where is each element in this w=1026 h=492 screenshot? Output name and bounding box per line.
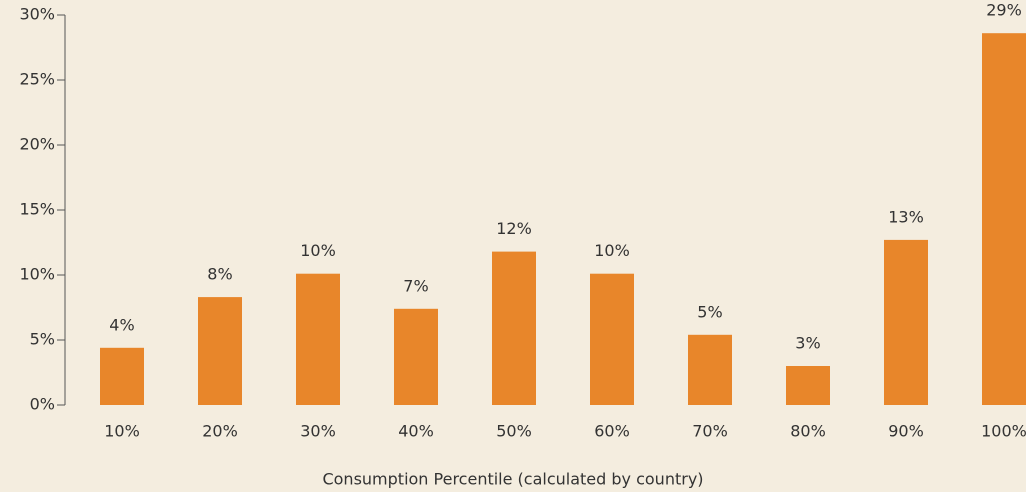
x-tick-label: 20% [202, 422, 238, 441]
y-tick-label: 5% [30, 330, 55, 349]
bar [394, 308, 438, 405]
value-label: 7% [403, 276, 428, 295]
x-tick-label: 10% [104, 422, 140, 441]
value-label: 5% [697, 302, 722, 321]
value-label: 4% [109, 315, 134, 334]
value-label: 12% [496, 219, 532, 238]
y-tick-label: 25% [19, 70, 55, 89]
y-tick-label: 15% [19, 200, 55, 219]
x-axis-title: Consumption Percentile (calculated by co… [322, 470, 703, 489]
value-label: 10% [300, 241, 336, 260]
bar [786, 366, 830, 405]
value-label: 13% [888, 207, 924, 226]
x-tick-label: 40% [398, 422, 434, 441]
y-tick-label: 10% [19, 265, 55, 284]
bar [884, 239, 928, 405]
x-tick-label: 60% [594, 422, 630, 441]
x-tick-label: 50% [496, 422, 532, 441]
bar [100, 347, 144, 405]
bar [492, 251, 536, 405]
bar [982, 33, 1026, 405]
x-tick-label: 90% [888, 422, 924, 441]
value-label: 8% [207, 265, 232, 284]
value-label: 29% [986, 1, 1022, 20]
bar [590, 273, 634, 405]
y-tick-label: 30% [19, 5, 55, 24]
y-tick-label: 20% [19, 135, 55, 154]
value-label: 3% [795, 334, 820, 353]
bar [296, 273, 340, 405]
x-tick-label: 30% [300, 422, 336, 441]
x-tick-label: 100% [981, 422, 1026, 441]
y-tick-label: 0% [30, 395, 55, 414]
value-label: 10% [594, 241, 630, 260]
x-tick-label: 70% [692, 422, 728, 441]
bar [198, 297, 242, 405]
bar [688, 334, 732, 405]
x-tick-label: 80% [790, 422, 826, 441]
